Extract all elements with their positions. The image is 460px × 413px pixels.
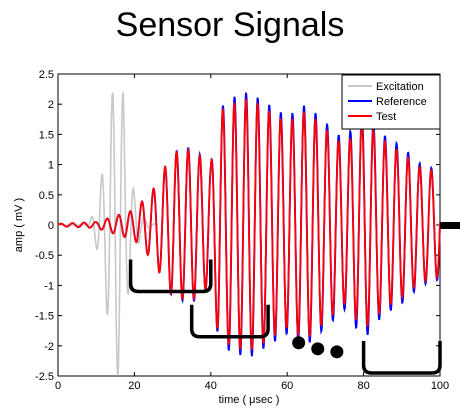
y-tick-label: -1 xyxy=(44,280,54,292)
y-tick-label: -2.5 xyxy=(35,371,54,383)
y-tick-label: 1 xyxy=(48,160,54,172)
x-tick-label: 20 xyxy=(128,380,140,392)
series-layer xyxy=(57,91,441,377)
series-excitation-line xyxy=(58,92,158,377)
bracket-annotation xyxy=(361,340,442,375)
y-tick-label: -2 xyxy=(44,341,54,353)
bracket-annotation xyxy=(189,304,270,339)
bracket-annotation xyxy=(128,259,213,294)
ellipsis-dot xyxy=(330,345,344,359)
x-axis-label: time ( μsec ) xyxy=(219,394,280,406)
y-tick-label: 1.5 xyxy=(39,129,54,141)
y-tick-label: -0.5 xyxy=(35,250,54,262)
ellipsis-dot xyxy=(292,336,306,350)
x-tick-label: 60 xyxy=(281,380,293,392)
x-tick-label: 40 xyxy=(205,380,217,392)
y-tick-label: 0 xyxy=(48,220,54,232)
legend: Excitation Reference Test xyxy=(341,74,441,130)
legend-entry: Excitation xyxy=(376,81,424,93)
chart-title: Sensor Signals xyxy=(115,6,345,44)
ellipsis-dot xyxy=(311,342,325,356)
annotation-layer xyxy=(128,222,460,375)
x-tick-label: 100 xyxy=(431,380,449,392)
y-tick-label: -1.5 xyxy=(35,311,54,323)
x-tick-label: 0 xyxy=(55,380,61,392)
legend-entry: Reference xyxy=(376,96,427,108)
x-tick-label: 80 xyxy=(357,380,369,392)
y-axis-label: amp ( mV ) xyxy=(13,198,25,252)
legend-entry: Test xyxy=(376,111,396,123)
y-tick-label: 0.5 xyxy=(39,190,54,202)
right-edge-marker xyxy=(440,222,460,229)
series-test-line xyxy=(57,99,441,351)
y-tick-label: 2 xyxy=(48,99,54,111)
y-tick-label: 2.5 xyxy=(39,69,54,81)
